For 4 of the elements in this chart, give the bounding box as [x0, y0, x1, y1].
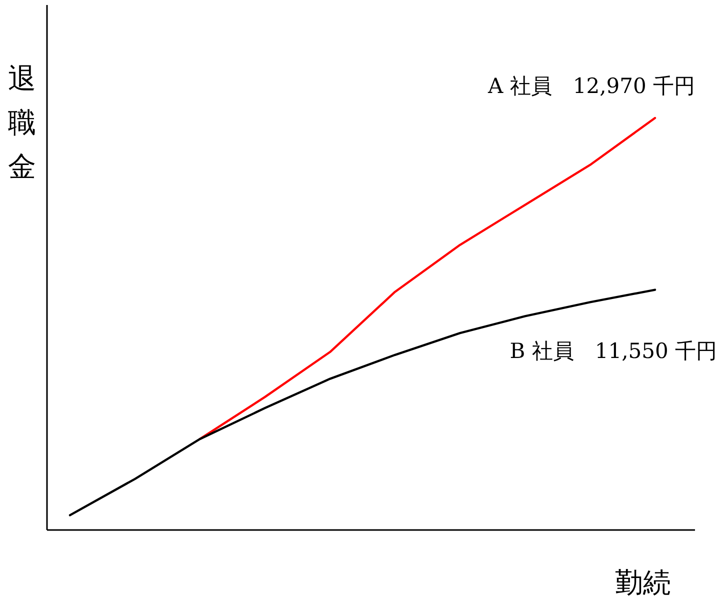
- series-label: B 社員 11,550 千円: [510, 338, 717, 363]
- x-axis-title: 勤続: [615, 566, 671, 599]
- y-axis-title: 退職金: [8, 62, 36, 183]
- text: A 社員 12,970 千円: [487, 74, 695, 98]
